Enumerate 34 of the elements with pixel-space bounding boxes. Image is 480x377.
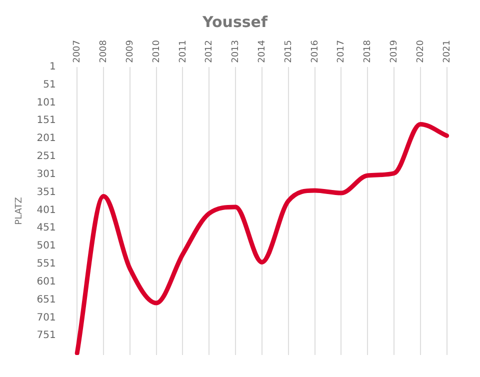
- x-tick-label: 2019: [390, 40, 400, 63]
- line-series: [74, 122, 450, 355]
- x-tick-label: 2009: [125, 40, 136, 63]
- y-tick-label: 251: [36, 151, 56, 162]
- y-axis-title: PLATZ: [14, 197, 25, 225]
- y-tick-label: 501: [36, 240, 56, 252]
- x-tick-label: 2017: [336, 40, 347, 63]
- y-tick-label: 401: [36, 204, 56, 216]
- x-tick-label: 2013: [231, 40, 242, 63]
- y-tick-label: 751: [36, 330, 56, 342]
- y-tick-label: 51: [43, 79, 56, 90]
- y-tick-label: 301: [36, 168, 56, 180]
- x-tick-label: 2007: [72, 40, 83, 63]
- y-tick-label: 701: [36, 312, 56, 324]
- y-tick-label: 651: [36, 294, 56, 306]
- x-tick-label: 2016: [310, 40, 320, 63]
- x-tick-label: 2015: [284, 40, 294, 63]
- x-tick-label: 2012: [204, 40, 215, 63]
- x-tick-label: 2010: [152, 40, 162, 63]
- y-tick-label: 601: [36, 276, 56, 288]
- y-tick-label: 551: [36, 258, 56, 270]
- y-tick-label: 201: [36, 133, 56, 144]
- y-tick-label: 101: [36, 97, 56, 108]
- y-tick-label: 151: [36, 115, 56, 126]
- x-tick-label: 2008: [99, 40, 110, 63]
- y-tick-label: 1: [50, 62, 56, 72]
- x-tick-label: 2018: [363, 40, 374, 63]
- y-tick-label: 351: [36, 186, 56, 198]
- x-tick-label: 2021: [442, 40, 452, 63]
- x-tick-label: 2011: [178, 40, 188, 63]
- x-tick-label: 2014: [257, 40, 268, 63]
- chart-title: Youssef: [201, 12, 268, 31]
- x-tick-label: 2020: [416, 40, 426, 63]
- y-tick-label: 451: [36, 222, 56, 234]
